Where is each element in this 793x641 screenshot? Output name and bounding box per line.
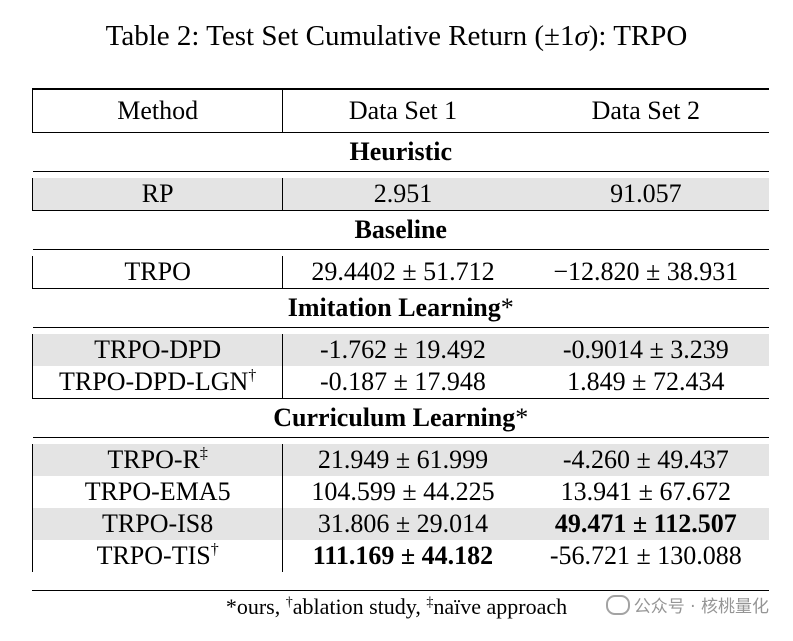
method-cell: TRPO-EMA5 <box>31 476 284 508</box>
section-imitation-label: Imitation Learning <box>287 293 501 322</box>
table-row: TRPO-R‡ 21.949 ± 61.999 -4.260 ± 49.437 <box>31 444 769 476</box>
header-method: Method <box>31 88 284 133</box>
best-value: 111.169 ± 44.182 <box>312 541 494 570</box>
ds2-cell: 91.057 <box>522 178 769 211</box>
footnote-ddagger: ‡ <box>426 595 434 610</box>
method-cell: TRPO-IS8 <box>31 508 284 540</box>
ds1-cell: 31.806 ± 29.014 <box>282 508 523 540</box>
table-row: TRPO-TIS† 111.169 ± 44.182 -56.721 ± 130… <box>31 540 770 572</box>
ds2-cell: −12.820 ± 38.931 <box>522 256 769 289</box>
table-caption: Table 2: Test Set Cumulative Return (±1σ… <box>0 14 793 58</box>
table-row: TRPO-DPD-LGN† -0.187 ± 17.948 1.849 ± 72… <box>31 366 769 399</box>
header-row: Method Data Set 1 Data Set 2 <box>31 88 769 133</box>
section-row-baseline: Baseline <box>32 210 769 250</box>
ours-star: * <box>500 293 514 322</box>
table-row: TRPO 29.4402 ± 51.712 −12.820 ± 38.931 <box>31 256 769 289</box>
section-baseline: Baseline <box>32 210 769 250</box>
results-table: Method Data Set 1 Data Set 2 Heuristic R… <box>31 88 770 572</box>
table-row: TRPO-DPD -1.762 ± 19.492 -0.9014 ± 3.239 <box>31 334 769 366</box>
footnote: *ours, †ablation study, ‡naïve approach <box>0 592 793 622</box>
method-label: TRPO-R <box>107 445 200 474</box>
ds2-cell: 49.471 ± 112.507 <box>522 508 769 540</box>
section-curriculum-label: Curriculum Learning <box>273 403 516 432</box>
ds2-cell: -0.9014 ± 3.239 <box>522 334 769 366</box>
ds1-cell: 104.599 ± 44.225 <box>311 477 495 506</box>
method-label: TRPO-TIS <box>96 541 211 570</box>
header-data-set-2: Data Set 2 <box>522 88 769 133</box>
caption-suffix: ): TRPO <box>588 20 688 52</box>
ds1-cell: -0.187 ± 17.948 <box>282 366 523 399</box>
wechat-icon <box>605 595 630 615</box>
header-data-set-1: Data Set 1 <box>282 88 523 133</box>
ds2-cell: 1.849 ± 72.434 <box>522 366 769 399</box>
ds1-cell: 111.169 ± 44.182 <box>283 540 523 572</box>
ds2-cell: -56.721 ± 130.088 <box>549 541 742 570</box>
method-cell: TRPO-DPD-LGN† <box>31 366 284 399</box>
ds1-cell: 2.951 <box>282 178 523 211</box>
double-dagger-mark: ‡ <box>199 445 208 462</box>
table-row: RP 2.951 91.057 <box>31 178 769 211</box>
footnote-naive: naïve approach <box>433 594 568 619</box>
caption-prefix: Table 2: Test Set Cumulative Return (±1 <box>105 20 575 52</box>
method-cell: TRPO-R‡ <box>31 444 284 476</box>
watermark: 公众号 · 核桃量化 <box>605 594 769 620</box>
footnote-ablation: ablation study, <box>292 594 427 619</box>
ds1-cell: -1.762 ± 19.492 <box>282 334 523 366</box>
ds1-cell: 21.949 ± 61.999 <box>282 444 523 476</box>
method-cell: TRPO-TIS† <box>31 540 284 572</box>
ds2-cell: -4.260 ± 49.437 <box>522 444 769 476</box>
ours-star: * <box>515 403 529 432</box>
method-cell: TRPO <box>31 256 284 289</box>
dagger-mark: † <box>248 367 257 384</box>
best-value: 49.471 ± 112.507 <box>554 509 737 538</box>
footnote-dagger: † <box>285 595 293 610</box>
table-row: TRPO-IS8 31.806 ± 29.014 49.471 ± 112.50… <box>31 508 769 540</box>
method-label: TRPO-DPD-LGN <box>59 367 249 396</box>
method-cell: TRPO-DPD <box>31 334 284 366</box>
section-row-heuristic: Heuristic <box>32 132 769 172</box>
bottom-rule <box>32 590 769 591</box>
section-row-imitation: Imitation Learning* <box>32 288 769 328</box>
table-row: TRPO-EMA5 104.599 ± 44.225 13.941 ± 67.6… <box>31 476 770 508</box>
dagger-mark: † <box>210 541 219 558</box>
ds1-cell: 29.4402 ± 51.712 <box>282 256 523 289</box>
section-heuristic: Heuristic <box>32 132 769 172</box>
watermark-text: 公众号 · 核桃量化 <box>633 597 769 617</box>
section-curriculum: Curriculum Learning* <box>32 398 769 438</box>
ds2-cell: 13.941 ± 67.672 <box>560 477 731 506</box>
method-cell: RP <box>31 178 284 211</box>
footnote-ours: *ours, <box>225 594 286 619</box>
section-imitation: Imitation Learning* <box>32 288 769 328</box>
section-row-curriculum: Curriculum Learning* <box>32 398 769 438</box>
sigma-symbol: σ <box>574 20 589 52</box>
